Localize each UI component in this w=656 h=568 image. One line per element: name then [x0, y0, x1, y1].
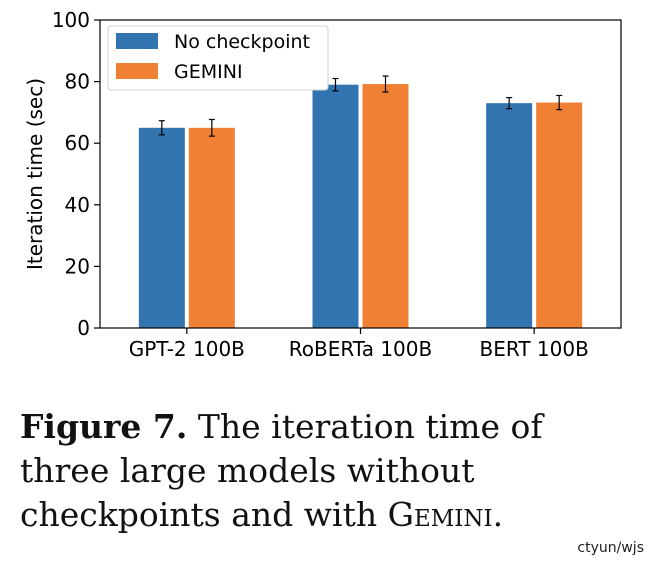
- y-tick-label: 80: [65, 70, 90, 94]
- bar-no-checkpoint: [312, 84, 359, 329]
- axes: 0 20 40 60 80 100 GPT-2 100B RoBERTa 100B BERT 1…: [52, 8, 622, 361]
- x-tick-label: BERT 100B: [480, 337, 589, 361]
- caption-system-name: Gemini: [387, 495, 493, 534]
- y-tick-label: 20: [65, 254, 90, 278]
- legend-label-gemini: GEMINI: [174, 61, 243, 83]
- figure-label: Figure 7.: [20, 407, 188, 446]
- x-tick-label: GPT-2 100B: [129, 337, 245, 361]
- bar-gemini: [362, 84, 409, 329]
- plot-area: [138, 75, 583, 329]
- legend-box: [107, 25, 329, 91]
- y-tick-label: 60: [65, 131, 90, 155]
- y-tick-label: 40: [65, 193, 90, 217]
- bar-chart: 0 20 40 60 80 100 GPT-2 100B RoBERTa 100B BERT 1…: [23, 8, 622, 361]
- bar-gemini: [536, 102, 583, 328]
- x-tick-label: RoBERTa 100B: [289, 337, 432, 361]
- figure-caption: Figure 7. The iteration time of three la…: [20, 405, 640, 537]
- bar-no-checkpoint: [138, 127, 185, 328]
- legend-swatch-gemini: [116, 63, 158, 79]
- bar-no-checkpoint: [486, 103, 533, 328]
- bar-gemini: [188, 127, 235, 328]
- legend-swatch-no-checkpoint: [116, 33, 158, 49]
- watermark: ctyun/wjs: [577, 540, 644, 556]
- y-tick-label: 100: [52, 8, 90, 32]
- y-axis-title: Iteration time (sec): [23, 78, 47, 270]
- y-tick-label: 0: [77, 316, 90, 340]
- legend-label-no-checkpoint: No checkpoint: [174, 31, 310, 53]
- legend: No checkpoint GEMINI: [107, 25, 329, 91]
- caption-end: .: [492, 495, 504, 534]
- caption-text: The iteration time of three large models…: [20, 407, 543, 534]
